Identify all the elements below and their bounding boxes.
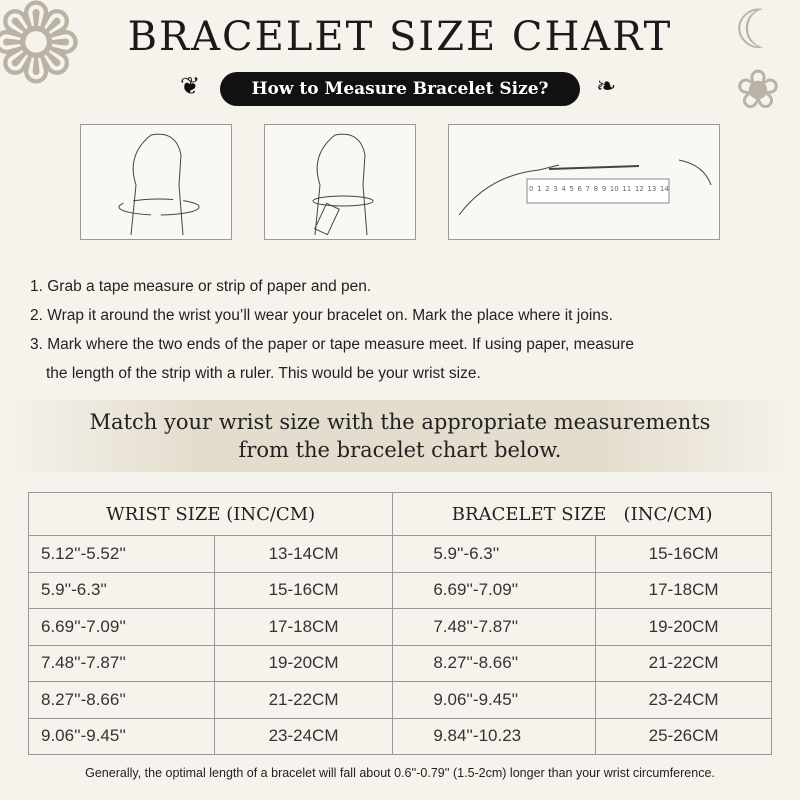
bracelet-inches-cell: 9.84''-10.23 (392, 717, 597, 755)
ruler-hands-icon (458, 159, 712, 216)
bracelet-size-header: BRACELET SIZE (INC/CM) (392, 492, 772, 536)
hand-illustration-icon (118, 133, 200, 236)
ruler-label: 5 (569, 185, 574, 193)
wrist-cm-cell: 15-16CM (213, 571, 394, 609)
ruler-scale: 0 1 2 3 4 5 6 7 8 9 10 11 12 13 14 (529, 185, 669, 193)
wrist-cm-cell: 17-18CM (213, 608, 394, 646)
step-3: 3. Mark where the two ends of the paper … (30, 336, 634, 353)
hand-tape-icon (312, 133, 374, 236)
ruler-label: 6 (577, 185, 582, 193)
subtitle-pill: How to Measure Bracelet Size? (220, 72, 580, 106)
bracelet-inches-cell: 9.06''-9.45'' (392, 681, 597, 719)
step-3-continued: the length of the strip with a ruler. Th… (46, 365, 481, 382)
wrist-size-header: WRIST SIZE (INC/CM) (27, 492, 394, 536)
table-row: 8.27''-8.66'' 21-22CM 9.06''-9.45'' 23-24CM (28, 681, 772, 719)
hand-wrap-illustration (80, 124, 232, 240)
bracelet-inches-cell: 6.69''-7.09'' (392, 571, 597, 609)
wrist-cm-cell: 21-22CM (213, 681, 394, 719)
match-banner: Match your wrist size with the appropria… (0, 400, 800, 472)
banner-line-2: from the bracelet chart below. (238, 438, 562, 462)
table-header-row: WRIST SIZE (INC/CM) BRACELET SIZE (INC/C… (27, 492, 772, 536)
table-row: 7.48''-7.87'' 19-20CM 8.27''-8.66'' 21-22CM (28, 644, 772, 682)
swirl-ornament-left-icon: ❦ (180, 72, 201, 100)
ruler-label: 3 (553, 185, 558, 193)
bracelet-cm-cell: 19-20CM (595, 608, 772, 646)
bracelet-cm-cell: 21-22CM (595, 644, 772, 682)
ruler-label: 13 (647, 185, 657, 193)
table-row: 5.9''-6.3'' 15-16CM 6.69''-7.09'' 17-18CM (28, 571, 772, 609)
instruction-steps: 1. Grab a tape measure or strip of paper… (30, 272, 790, 388)
bracelet-cm-cell: 17-18CM (595, 571, 772, 609)
wrist-inches-cell: 6.69''-7.09'' (28, 608, 215, 646)
table-row: 5.12''-5.52'' 13-14CM 5.9''-6.3'' 15-16CM (28, 535, 772, 573)
wrist-inches-cell: 8.27''-8.66'' (28, 681, 215, 719)
ruler-label: 10 (609, 185, 619, 193)
wrist-inches-cell: 5.9''-6.3'' (28, 571, 215, 609)
wrist-inches-cell: 9.06''-9.45'' (28, 717, 215, 755)
table-row: 9.06''-9.45'' 23-24CM 9.84''-10.23 25-26CM (28, 717, 772, 755)
step-2: 2. Wrap it around the wrist you’ll wear … (30, 307, 613, 324)
bracelet-inches-cell: 5.9''-6.3'' (392, 535, 597, 573)
banner-line-1: Match your wrist size with the appropria… (89, 410, 711, 434)
lotus-hanging-ornament-icon: ☾ ❀ (733, 0, 783, 121)
wrist-cm-cell: 19-20CM (213, 644, 394, 682)
ruler-label: 12 (634, 185, 644, 193)
ruler-illustration: 0 1 2 3 4 5 6 7 8 9 10 11 12 13 14 (448, 124, 720, 240)
table-row: 6.69''-7.09'' 17-18CM 7.48''-7.87'' 19-20CM (28, 608, 772, 646)
wrist-cm-cell: 13-14CM (213, 535, 394, 573)
bracelet-cm-cell: 15-16CM (595, 535, 772, 573)
footnote: Generally, the optimal length of a brace… (85, 766, 715, 780)
step-1: 1. Grab a tape measure or strip of paper… (30, 278, 372, 295)
bracelet-inches-cell: 7.48''-7.87'' (392, 608, 597, 646)
swirl-ornament-right-icon: ❧ (596, 72, 617, 100)
wrist-inches-cell: 7.48''-7.87'' (28, 644, 215, 682)
bracelet-cm-cell: 23-24CM (595, 681, 772, 719)
ruler-label: 8 (593, 185, 599, 193)
lotus-flower-icon: ❁ (0, 0, 83, 108)
ruler-label: 1 (537, 185, 542, 193)
size-table: WRIST SIZE (INC/CM) BRACELET SIZE (INC/C… (27, 492, 772, 755)
ruler-label: 9 (601, 185, 607, 193)
ruler-label: 7 (585, 185, 591, 193)
ruler-label: 11 (622, 185, 632, 193)
ruler-label: 14 (659, 185, 669, 193)
bracelet-inches-cell: 8.27''-8.66'' (392, 644, 597, 682)
ruler-label: 0 (529, 185, 534, 193)
ruler-label: 4 (561, 185, 566, 193)
bracelet-cm-cell: 25-26CM (595, 717, 772, 755)
hand-tape-illustration (264, 124, 416, 240)
wrist-inches-cell: 5.12''-5.52'' (28, 535, 215, 573)
page-title: BRACELET SIZE CHART (127, 14, 673, 60)
wrist-cm-cell: 23-24CM (213, 717, 394, 755)
ruler-label: 2 (545, 185, 550, 193)
